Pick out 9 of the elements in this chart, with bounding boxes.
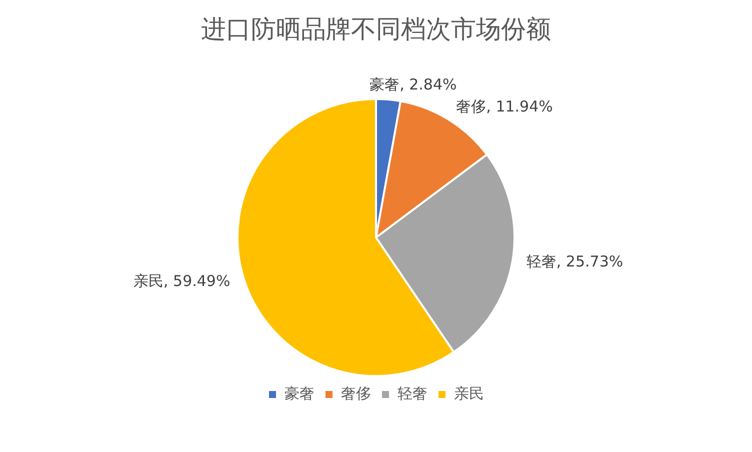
legend-label: 豪奢 <box>284 384 314 402</box>
legend-label: 奢侈 <box>341 384 371 402</box>
chart-title: 进口防晒品牌不同档次市场份额 <box>201 14 551 44</box>
legend-label: 轻奢 <box>398 384 428 402</box>
data-label: 奢侈, 11.94% <box>456 98 553 116</box>
data-label: 豪奢, 2.84% <box>370 75 457 94</box>
legend-label: 亲民 <box>454 384 484 402</box>
data-label: 亲民, 59.49% <box>133 272 230 290</box>
data-label: 轻奢, 25.73% <box>526 252 624 271</box>
